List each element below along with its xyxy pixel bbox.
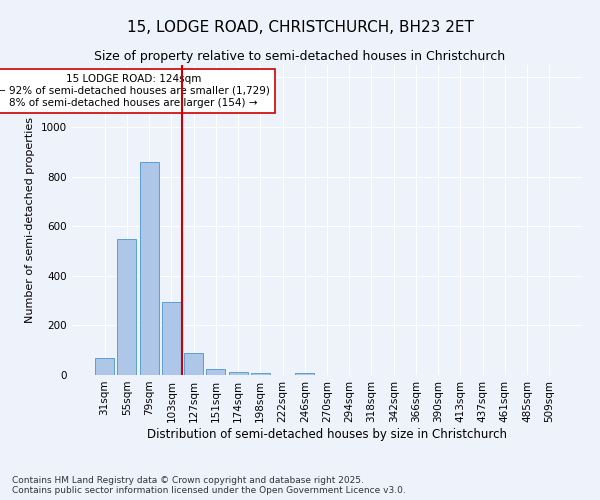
Bar bbox=[229, 372, 248, 375]
Bar bbox=[251, 372, 270, 375]
Y-axis label: Number of semi-detached properties: Number of semi-detached properties bbox=[25, 117, 35, 323]
Bar bbox=[184, 352, 203, 375]
Text: 15, LODGE ROAD, CHRISTCHURCH, BH23 2ET: 15, LODGE ROAD, CHRISTCHURCH, BH23 2ET bbox=[127, 20, 473, 35]
Text: Size of property relative to semi-detached houses in Christchurch: Size of property relative to semi-detach… bbox=[94, 50, 506, 63]
Bar bbox=[140, 162, 158, 375]
Bar bbox=[206, 369, 225, 375]
Text: Contains HM Land Registry data © Crown copyright and database right 2025.
Contai: Contains HM Land Registry data © Crown c… bbox=[12, 476, 406, 495]
Bar bbox=[295, 372, 314, 375]
Bar bbox=[118, 239, 136, 375]
X-axis label: Distribution of semi-detached houses by size in Christchurch: Distribution of semi-detached houses by … bbox=[147, 428, 507, 440]
Text: 15 LODGE ROAD: 124sqm
← 92% of semi-detached houses are smaller (1,729)
8% of se: 15 LODGE ROAD: 124sqm ← 92% of semi-deta… bbox=[0, 74, 269, 108]
Bar bbox=[162, 302, 181, 375]
Bar bbox=[95, 358, 114, 375]
